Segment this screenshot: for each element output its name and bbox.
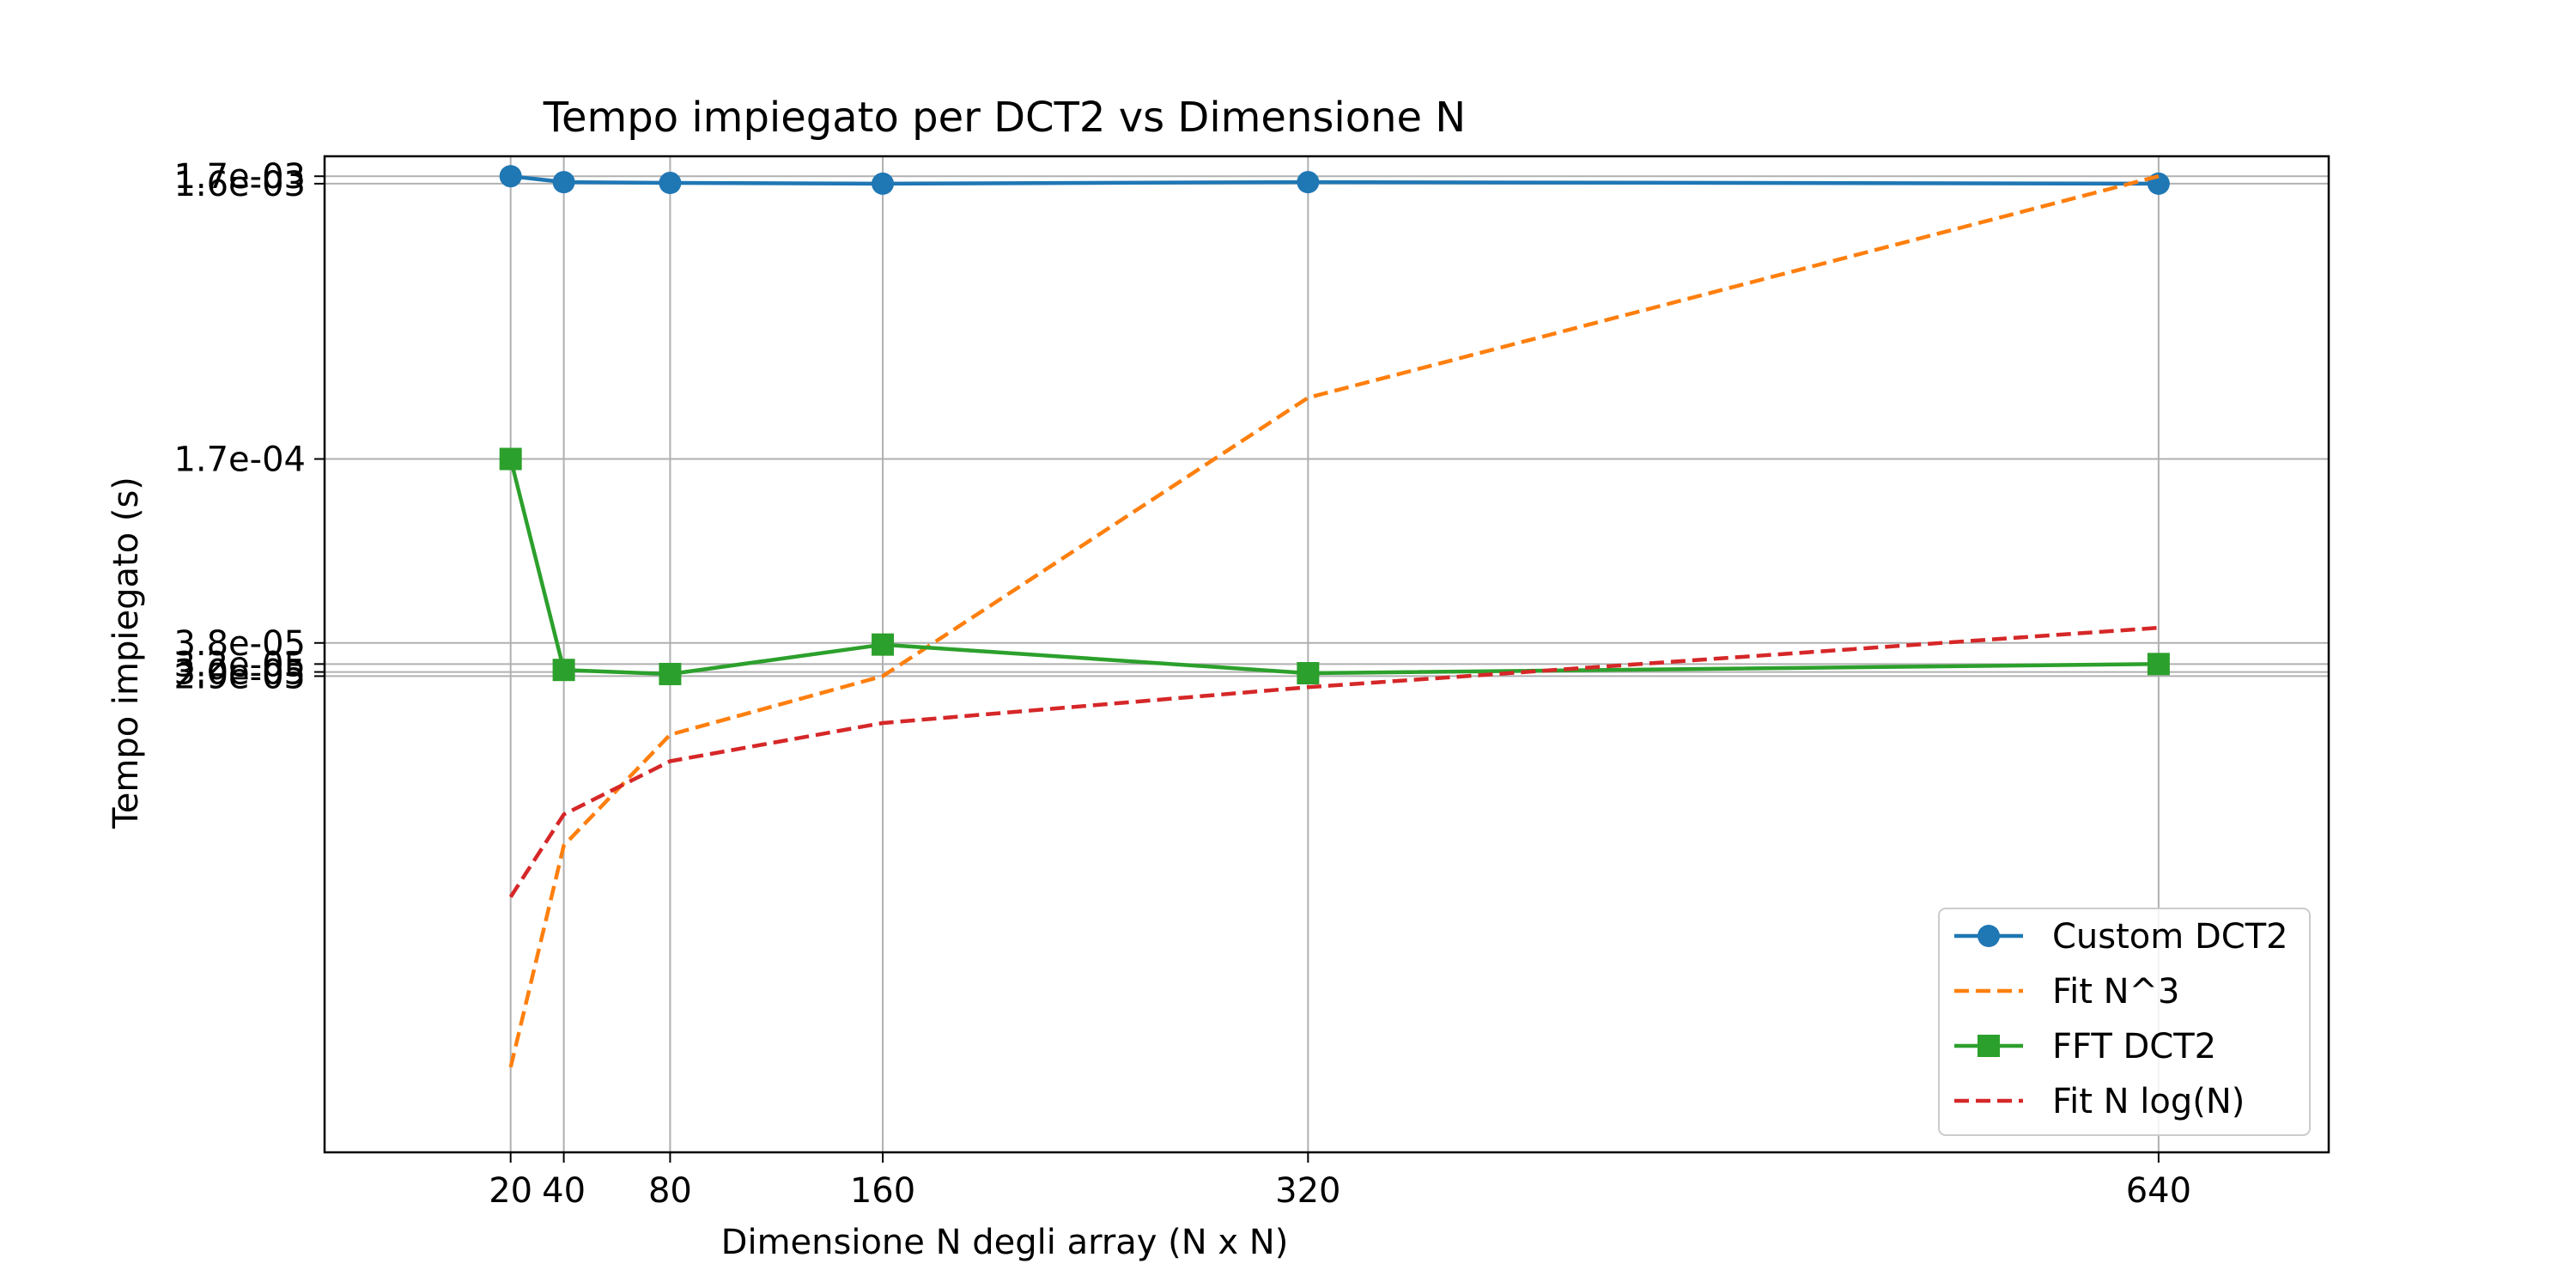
y-tick-label: 1.7e-03 [173,157,306,197]
x-tick-label: 640 [2126,1171,2191,1211]
data-point-custom-dct2 [2147,172,2170,195]
data-point-fft-dct2 [659,662,682,685]
series-line-fit-n-3 [508,174,2160,1068]
series-line-fit-n-log-n [508,625,2160,898]
data-point-fft-dct2 [1297,662,1320,685]
data-point-custom-dct2 [659,172,682,195]
axis-ticks: 20 40 80 160 320 640 1.7e-031.6e-03 1.7e-04 3.8e… [173,157,2191,1211]
y-tick-label: 1.6e-03 [173,165,306,204]
legend-label-fit-n-log-n: Fit N log(N) [2052,1082,2245,1121]
y-tick-label: 2.9e-05 [173,657,306,696]
x-tick-label: 320 [1275,1171,1340,1211]
data-point-custom-dct2 [1297,171,1320,194]
y-axis-label: Tempo impiegato (s) [106,477,146,829]
legend-box [1938,908,2311,1136]
chart-title: Tempo impiegato per DCT2 vs Dimensione N [543,94,1466,142]
data-point-custom-dct2 [499,165,522,188]
data-point-custom-dct2 [872,172,895,195]
legend-marker-custom-dct2 [1978,925,2000,947]
x-tick-label: 80 [648,1171,692,1211]
x-tick-label: 20 [489,1171,532,1211]
data-point-fft-dct2 [552,659,575,682]
series-fit-n-log-n [508,625,2160,898]
y-tick-label: 3.8e-05 [173,624,306,664]
data-point-fft-dct2 [499,447,522,471]
series-custom-dct2 [499,165,2170,195]
series-fit-n-3 [508,174,2160,1068]
series-layer [499,165,2170,1068]
series-fft-dct2 [499,447,2170,685]
x-tick-label: 160 [850,1171,915,1211]
data-point-custom-dct2 [552,171,575,194]
legend-label-fit-n-3: Fit N^3 [2052,972,2180,1012]
x-tick-label: 40 [542,1171,586,1211]
y-tick-label: 3.2e-05 [173,645,306,684]
legend: Custom DCT2 Fit N^3 FFT DCT2 Fit N log(N) [1938,908,2311,1136]
legend-marker-fft-dct2 [1978,1035,2000,1057]
data-point-fft-dct2 [872,633,895,656]
x-axis-label: Dimensione N degli array (N x N) [721,1223,1289,1262]
series-line-fft-dct2 [508,458,2159,677]
plot-frame [323,155,2330,1154]
y-tick-label: 3.0e-05 [173,653,306,693]
legend-label-custom-dct2: Custom DCT2 [2052,917,2288,957]
legend-label-fft-dct2: FFT DCT2 [2052,1027,2216,1066]
data-point-fft-dct2 [2147,653,2170,676]
y-tick-label: 1.7e-04 [173,440,306,480]
